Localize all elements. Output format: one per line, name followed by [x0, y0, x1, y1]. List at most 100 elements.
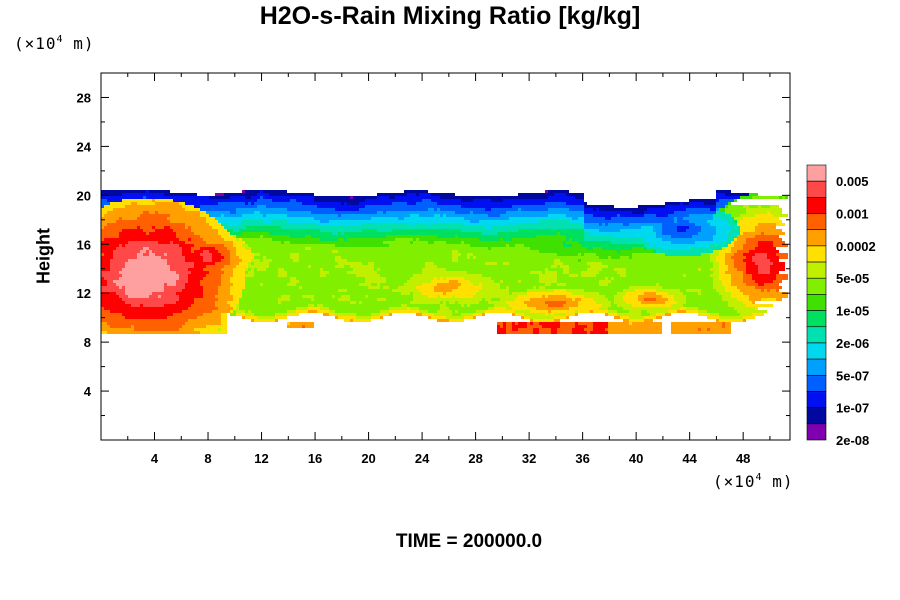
field-cell: [194, 301, 215, 304]
field-cell: [620, 256, 629, 259]
field-cell: [611, 280, 713, 283]
field-cell: [650, 313, 656, 316]
field-cell: [182, 247, 191, 250]
field-cell: [530, 316, 554, 319]
field-cell: [629, 286, 662, 289]
field-cell: [101, 253, 104, 256]
field-cell: [206, 241, 233, 244]
field-cell: [560, 322, 575, 325]
field-cell: [380, 274, 413, 277]
field-cell: [782, 196, 785, 199]
field-cell: [155, 226, 164, 229]
field-cell: [713, 238, 728, 241]
field-cell: [584, 214, 593, 217]
field-cell: [584, 223, 599, 226]
field-cell: [701, 229, 716, 232]
colorbar-swatch: [806, 164, 827, 182]
field-cell: [629, 310, 641, 313]
field-cell: [689, 247, 722, 250]
field-cell: [245, 277, 290, 280]
field-cell: [773, 244, 788, 247]
field-cell: [221, 259, 230, 262]
field-cell: [173, 313, 203, 316]
field-cell: [716, 232, 728, 235]
field-cell: [434, 214, 440, 217]
field-cell: [614, 268, 626, 271]
field-cell: [479, 238, 500, 241]
field-cell: [380, 223, 410, 226]
field-cell: [209, 271, 224, 274]
field-cell: [119, 277, 179, 280]
field-cell: [446, 316, 464, 319]
field-cell: [251, 262, 254, 265]
field-cell: [392, 229, 461, 232]
field-cell: [743, 232, 761, 235]
field-cell: [101, 307, 104, 310]
field-cell: [491, 208, 518, 211]
field-cell: [668, 298, 674, 301]
field-cell: [740, 214, 755, 217]
field-cell: [203, 238, 224, 241]
colorbar-swatch: [806, 197, 827, 214]
field-cell: [644, 292, 656, 295]
field-cell: [203, 268, 221, 271]
field-cell: [758, 205, 761, 208]
field-cell: [278, 268, 284, 271]
field-cell: [242, 292, 401, 295]
field-cell: [749, 295, 788, 298]
field-cell: [182, 325, 206, 328]
colorbar-swatch: [806, 326, 827, 344]
field-cell: [545, 283, 551, 286]
field-cell: [722, 283, 731, 286]
field-cell: [461, 253, 467, 256]
colorbar-swatch: [806, 180, 827, 198]
field-cell: [518, 295, 542, 298]
field-cell: [242, 289, 338, 292]
field-cell: [740, 289, 761, 292]
field-cell: [455, 301, 458, 304]
field-cell: [455, 310, 458, 313]
field-cell: [545, 295, 548, 298]
field-cell: [656, 235, 671, 238]
field-cell: [188, 319, 221, 322]
field-cell: [245, 316, 257, 319]
field-cell: [632, 211, 644, 214]
field-cell: [188, 307, 218, 310]
field-cell: [605, 217, 611, 220]
field-cell: [248, 202, 251, 205]
field-cell: [743, 316, 755, 319]
field-cell: [371, 313, 380, 316]
field-cell: [674, 217, 677, 220]
field-cell: [407, 304, 440, 307]
field-cell: [626, 301, 641, 304]
field-cell: [122, 193, 164, 196]
field-cell: [770, 268, 785, 271]
field-cell: [101, 283, 107, 286]
field-cell: [515, 313, 524, 316]
field-cell: [584, 295, 605, 298]
field-cell: [572, 331, 587, 334]
field-cell: [566, 316, 569, 319]
field-cell: [515, 223, 581, 226]
field-cell: [521, 208, 548, 211]
field-cell: [572, 238, 584, 241]
field-cell: [575, 325, 587, 328]
field-cell: [536, 235, 566, 238]
field-cell: [191, 304, 215, 307]
field-cell: [185, 208, 200, 211]
field-cell: [290, 298, 311, 301]
field-cell: [290, 256, 299, 259]
field-cell: [593, 208, 596, 211]
field-cell: [203, 256, 212, 259]
field-cell: [101, 259, 110, 262]
field-cell: [314, 304, 317, 307]
field-cell: [566, 301, 578, 304]
field-cell: [194, 298, 218, 301]
field-cell: [743, 217, 779, 220]
field-cell: [341, 232, 344, 235]
field-cell: [434, 313, 452, 316]
field-cell: [167, 262, 194, 265]
field-cell: [611, 304, 617, 307]
field-cell: [641, 310, 647, 313]
field-cell: [419, 307, 440, 310]
